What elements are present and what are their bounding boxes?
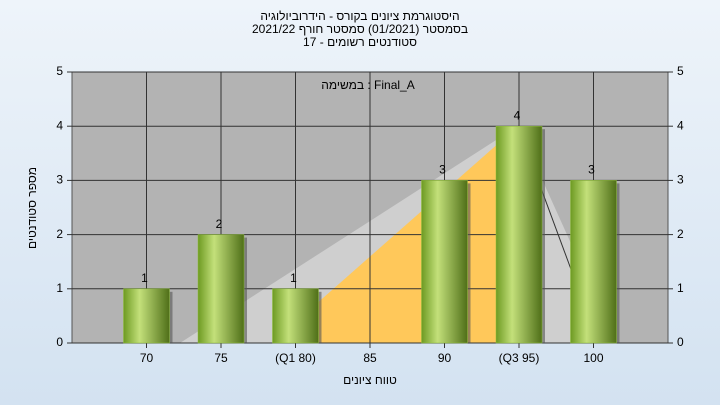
y-tick-label: 3: [56, 173, 63, 187]
y-tick-label: 0: [56, 335, 63, 349]
y2-tick-label: 0: [677, 335, 684, 349]
bars: [123, 125, 620, 344]
x-tick-label: 90: [438, 351, 452, 365]
y2-tick-label: 2: [677, 227, 684, 241]
data-label: 1: [141, 271, 148, 285]
data-label: 3: [588, 163, 595, 177]
y-tick-label: 2: [56, 227, 63, 241]
x-tick-label: (Q3 95): [499, 351, 540, 365]
bar: [272, 288, 319, 344]
y-tick-label: 5: [56, 64, 63, 78]
bar: [197, 234, 245, 344]
y-tick-label: 4: [56, 118, 63, 132]
y2-tick-label: 5: [677, 64, 684, 78]
bar: [421, 180, 468, 344]
bar: [123, 288, 170, 344]
x-tick-label: 70: [140, 351, 154, 365]
y2-tick-label: 1: [677, 281, 684, 295]
x-axis-label: טווח ציונים: [343, 373, 397, 387]
bar: [495, 125, 543, 344]
y-tick-label: 1: [56, 281, 63, 295]
y-axis-label: מספר סטודנטים: [25, 167, 39, 249]
x-tick-label: 85: [363, 351, 377, 365]
x-tick-label: 100: [583, 351, 603, 365]
chart-title: היסטוגרמת ציונים בקורס - הידרוביולוגיה: [260, 9, 459, 23]
y2-tick-label: 4: [677, 118, 684, 132]
chart-subtitle: בסמסטר (01/2021) סמסטר חורף 2021/22: [252, 22, 468, 36]
data-label: 2: [216, 217, 223, 231]
y2-tick-label: 3: [677, 173, 684, 187]
data-label: 3: [439, 163, 446, 177]
bar: [570, 180, 617, 344]
x-tick-label: (Q1 80): [275, 351, 316, 365]
data-label: 1: [290, 271, 297, 285]
annotation: במשימה : Final_A: [321, 78, 415, 92]
chart-subtitle: סטודנטים רשומים - 17: [303, 35, 417, 49]
data-label: 4: [514, 108, 521, 122]
x-tick-label: 75: [214, 351, 228, 365]
